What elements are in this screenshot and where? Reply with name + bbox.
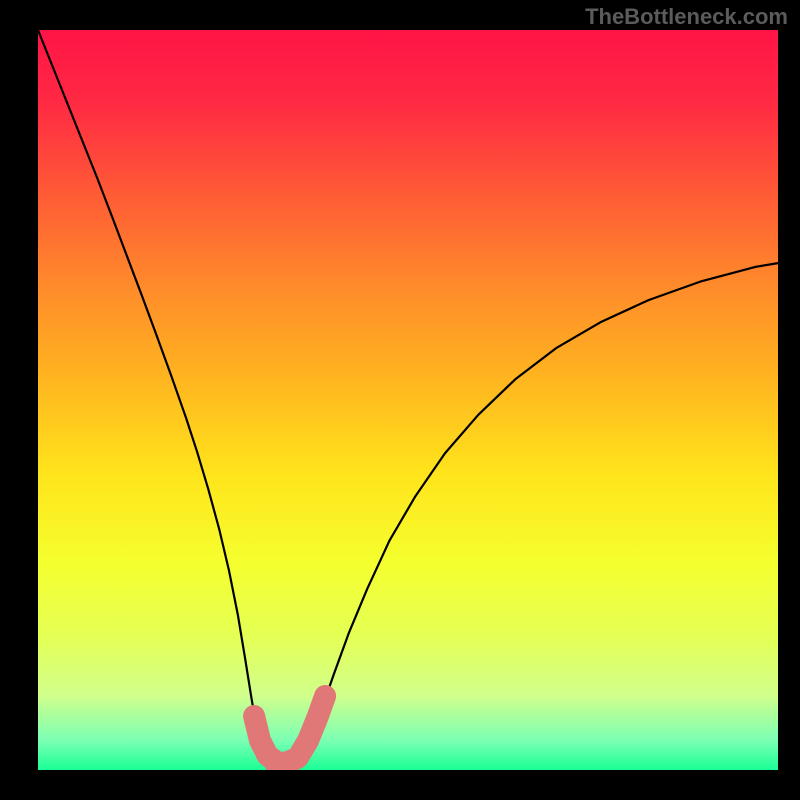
overlay-segment-2 xyxy=(298,696,325,757)
chart-container: TheBottleneck.com xyxy=(0,0,800,800)
curve-layer xyxy=(38,30,778,770)
plot-area xyxy=(38,30,778,770)
overlay-group xyxy=(254,696,325,763)
plot-outer-frame xyxy=(0,30,800,800)
watermark-text: TheBottleneck.com xyxy=(585,4,788,29)
watermark: TheBottleneck.com xyxy=(585,4,788,30)
main-curve xyxy=(38,30,778,768)
